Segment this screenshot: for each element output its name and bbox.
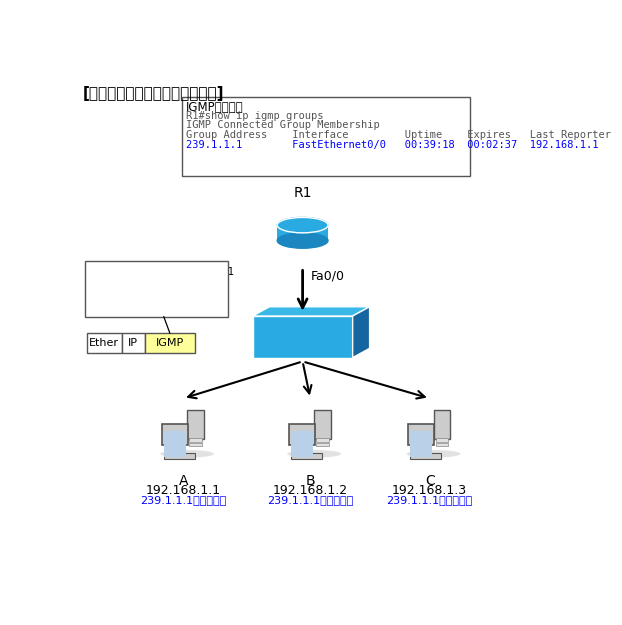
Text: 239.1.1.1        FastEthernet0/0   00:39:18  00:02:37  192.168.1.1: 239.1.1.1 FastEthernet0/0 00:39:18 00:02… bbox=[187, 141, 599, 151]
Text: 239.1.1.1のメンバー: 239.1.1.1のメンバー bbox=[386, 494, 473, 504]
Bar bbox=[436, 443, 448, 446]
Bar bbox=[190, 439, 202, 441]
Text: R1: R1 bbox=[294, 186, 312, 200]
Bar bbox=[411, 440, 432, 457]
Text: IP: IP bbox=[128, 338, 138, 348]
Text: あて先IP：224.0.0.1: あて先IP：224.0.0.1 bbox=[90, 278, 173, 288]
Ellipse shape bbox=[277, 217, 328, 233]
Bar bbox=[277, 225, 328, 241]
Bar bbox=[314, 410, 331, 439]
Text: 239.1.1.1のメンバー: 239.1.1.1のメンバー bbox=[267, 494, 353, 504]
Bar bbox=[291, 440, 313, 457]
Bar bbox=[317, 439, 329, 441]
Text: C: C bbox=[425, 474, 435, 488]
Bar bbox=[190, 443, 202, 446]
Text: R1#show ip igmp groups: R1#show ip igmp groups bbox=[187, 111, 324, 121]
Bar bbox=[164, 431, 185, 447]
Text: 192.168.1.3: 192.168.1.3 bbox=[392, 484, 467, 497]
Bar bbox=[164, 440, 185, 457]
Bar bbox=[291, 453, 322, 459]
Text: IGMP: IGMP bbox=[156, 338, 184, 348]
Text: [マルチキャストグループの維持]: [マルチキャストグループの維持] bbox=[83, 86, 225, 101]
Text: Group Address：0.0.0.0: Group Address：0.0.0.0 bbox=[90, 303, 208, 313]
Bar bbox=[291, 431, 313, 447]
Bar bbox=[87, 333, 122, 353]
Bar bbox=[294, 449, 310, 451]
Ellipse shape bbox=[160, 450, 214, 458]
Ellipse shape bbox=[407, 450, 460, 458]
Bar bbox=[413, 449, 430, 451]
Bar bbox=[408, 424, 434, 446]
Polygon shape bbox=[353, 307, 369, 358]
Text: IGMPテーブル: IGMPテーブル bbox=[187, 101, 244, 114]
Bar bbox=[85, 261, 228, 317]
Bar bbox=[145, 333, 195, 353]
Text: B: B bbox=[305, 474, 315, 488]
Bar bbox=[166, 449, 183, 451]
Bar bbox=[182, 96, 470, 176]
Ellipse shape bbox=[277, 233, 328, 248]
Text: 192.168.1.2: 192.168.1.2 bbox=[272, 484, 348, 497]
Polygon shape bbox=[253, 316, 353, 357]
Text: Fa0/0: Fa0/0 bbox=[310, 270, 345, 282]
Text: IGMP Type 0x11 Query: IGMP Type 0x11 Query bbox=[90, 291, 207, 301]
Bar bbox=[289, 424, 315, 446]
Text: あて先MAC：01-00-5e-00-00-01: あて先MAC：01-00-5e-00-00-01 bbox=[90, 266, 234, 276]
Polygon shape bbox=[253, 307, 369, 316]
Bar bbox=[436, 439, 448, 441]
Bar bbox=[162, 424, 188, 446]
Bar bbox=[411, 431, 432, 447]
Bar bbox=[164, 453, 195, 459]
Ellipse shape bbox=[287, 450, 341, 458]
Bar bbox=[122, 333, 145, 353]
Text: A: A bbox=[179, 474, 188, 488]
Text: Ether: Ether bbox=[90, 338, 119, 348]
Text: IGMP Connected Group Membership: IGMP Connected Group Membership bbox=[187, 121, 380, 131]
Text: 239.1.1.1のメンバー: 239.1.1.1のメンバー bbox=[140, 494, 226, 504]
Bar bbox=[317, 443, 329, 446]
Bar bbox=[187, 410, 204, 439]
Ellipse shape bbox=[277, 217, 328, 233]
Text: Group Address    Interface         Uptime    Expires   Last Reporter: Group Address Interface Uptime Expires L… bbox=[187, 131, 611, 141]
Bar bbox=[434, 410, 450, 439]
Text: 192.168.1.1: 192.168.1.1 bbox=[146, 484, 221, 497]
Bar bbox=[411, 453, 441, 459]
